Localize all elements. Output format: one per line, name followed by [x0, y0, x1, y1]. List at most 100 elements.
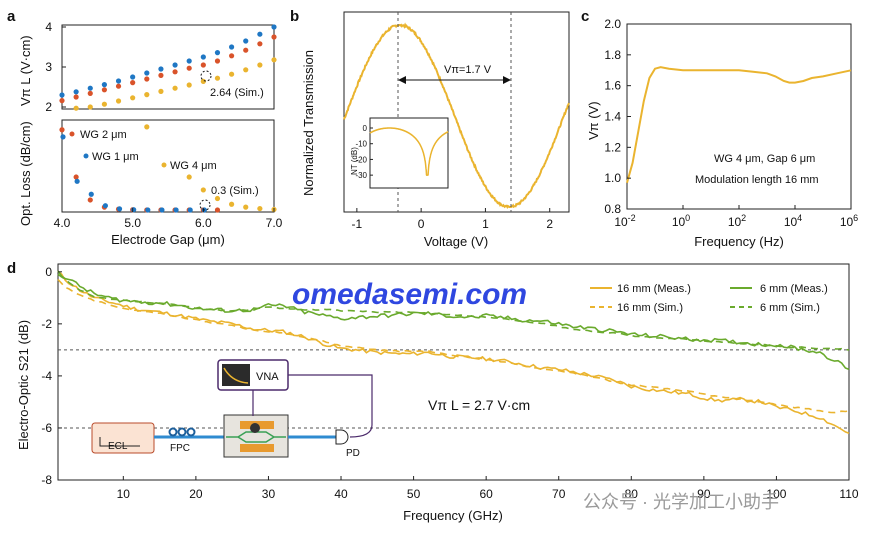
- legend-16mm-sim: 16 mm (Sim.): [617, 302, 683, 314]
- data-point: [271, 24, 277, 30]
- data-point: [187, 207, 193, 213]
- legend-marker-wg4: [161, 162, 167, 168]
- data-point: [131, 207, 137, 213]
- series-16mm-meas: [57, 270, 850, 434]
- data-point: [159, 207, 165, 213]
- data-point: [130, 80, 136, 86]
- x-tick-label: 100: [672, 213, 690, 229]
- data-point: [144, 70, 150, 76]
- y-tick-label: 1.6: [604, 79, 621, 93]
- photodiode: [335, 429, 349, 445]
- data-point: [173, 207, 179, 213]
- vpi-annotation: Vπ=1.7 V: [444, 64, 492, 76]
- x-tick-label: 104: [784, 213, 802, 229]
- data-point: [186, 174, 192, 180]
- annotation-a-bottom: 0.3 (Sim.): [211, 185, 259, 197]
- series-16mm-sim: [57, 278, 850, 414]
- panel-b-xlabel: Voltage (V): [424, 234, 488, 249]
- panel-a-xticks: 4.0 5.0 6.0 7.0: [54, 208, 283, 230]
- data-point: [73, 89, 79, 95]
- vna-label: VNA: [256, 371, 279, 383]
- panel-a-bottom-frame: [61, 119, 275, 213]
- panel-d-yticks: 0 -2 -4 -6 -8: [41, 265, 62, 487]
- panel-c-label: c: [581, 8, 589, 25]
- data-point: [229, 44, 235, 50]
- inset-tick-label: -10: [355, 140, 367, 149]
- sim-marker: [200, 70, 212, 82]
- vpi-frequency-curve: [626, 66, 852, 184]
- data-point: [214, 58, 221, 64]
- y-tick-label: 1.0: [604, 171, 621, 185]
- data-point: [229, 71, 235, 77]
- data-point: [214, 195, 221, 202]
- y-tick-label: 0.8: [604, 202, 621, 216]
- data-point: [257, 31, 263, 37]
- x-tick-label: 110: [839, 487, 858, 501]
- vpi-l-annotation: Vπ L = 2.7 V·cm: [428, 397, 530, 413]
- x-tick-label: 50: [407, 487, 421, 501]
- data-point: [229, 53, 235, 59]
- x-tick-label: 0: [418, 217, 425, 231]
- legend-6mm-sim: 6 mm (Sim.): [760, 302, 820, 314]
- y-tick-label: 2: [45, 100, 52, 114]
- legend-16mm-meas: 16 mm (Meas.): [617, 283, 691, 295]
- data-point: [200, 62, 206, 68]
- data-point: [200, 54, 206, 60]
- annotation-a-top: 2.64 (Sim.): [210, 87, 264, 99]
- y-tick-label: -6: [41, 421, 52, 435]
- data-point: [214, 50, 221, 56]
- x-tick-label: -1: [352, 217, 363, 231]
- data-point: [214, 207, 221, 213]
- vna-trace: [223, 367, 249, 384]
- panel-d-frame: [57, 263, 850, 481]
- legend-marker-wg2: [69, 131, 75, 137]
- data-point: [158, 66, 164, 72]
- data-point: [73, 94, 79, 100]
- x-tick-label: 5.0: [124, 216, 141, 230]
- watermark-wechat: 公众号 · 光学加工小助手: [583, 492, 779, 512]
- electrode-bottom: [240, 444, 274, 452]
- data-point: [243, 47, 249, 53]
- data-point: [74, 178, 80, 184]
- panel-c-note2: Modulation length 16 mm: [695, 174, 819, 186]
- y-tick-label: -8: [41, 473, 52, 487]
- panel-a-top-yticks: 2 3 4: [45, 20, 66, 114]
- vna-screen: [222, 364, 250, 386]
- panel-d-xticks: 10 20 30 40 50 60 70 80 90 100 110: [117, 476, 859, 501]
- ecl-glyph: [99, 437, 140, 447]
- data-point: [101, 82, 107, 88]
- x-tick-label: 10: [117, 487, 131, 501]
- inset-curve: [369, 127, 449, 176]
- data-point: [271, 57, 277, 63]
- y-tick-label: 1.2: [604, 140, 621, 154]
- panel-a-label: a: [7, 8, 16, 25]
- x-tick-label: 7.0: [266, 216, 283, 230]
- series-6mm-sim: [57, 273, 850, 351]
- y-tick-label: 1.4: [604, 110, 621, 124]
- y-tick-label: -4: [41, 369, 52, 383]
- panel-c-xlabel: Frequency (Hz): [694, 234, 784, 249]
- setup-schematic: ECL FPC PD VNA: [91, 359, 373, 459]
- rf-probe: [250, 423, 260, 433]
- legend-wg2: WG 2 μm: [80, 129, 127, 141]
- data-point: [214, 75, 221, 81]
- data-point: [145, 207, 151, 213]
- data-point: [186, 65, 192, 71]
- watermark: omedasemi.com: [292, 278, 527, 311]
- data-point: [101, 87, 107, 93]
- inset-tick-label: -20: [355, 155, 367, 164]
- data-point: [229, 201, 235, 207]
- data-point: [172, 85, 178, 91]
- legend-6mm-meas: 6 mm (Meas.): [760, 283, 828, 295]
- data-point: [172, 69, 178, 75]
- x-tick-label: 40: [334, 487, 348, 501]
- data-point: [186, 58, 192, 64]
- data-point: [73, 174, 79, 180]
- pd-label: PD: [346, 448, 360, 459]
- panel-c-note1: WG 4 μm, Gap 6 μm: [714, 153, 815, 165]
- data-point: [73, 105, 79, 111]
- data-point: [60, 134, 66, 140]
- inset-tick-label: -30: [355, 171, 367, 180]
- data-point: [158, 72, 164, 78]
- data-point: [243, 204, 249, 210]
